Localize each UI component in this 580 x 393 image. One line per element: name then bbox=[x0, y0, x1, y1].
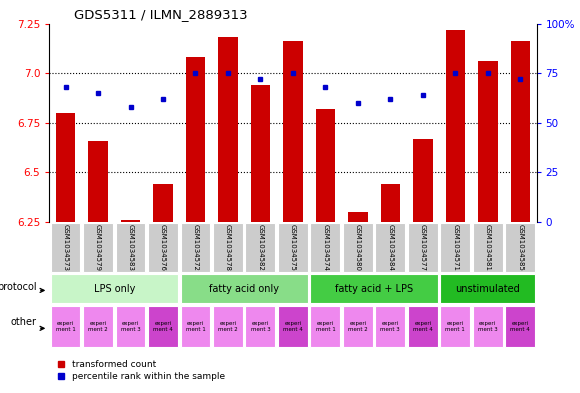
Text: GSM1034571: GSM1034571 bbox=[452, 224, 458, 270]
Text: experi
ment 4: experi ment 4 bbox=[413, 321, 433, 332]
Bar bbox=[310, 274, 438, 303]
Text: experi
ment 2: experi ment 2 bbox=[348, 321, 368, 332]
Bar bbox=[153, 184, 173, 222]
Text: GDS5311 / ILMN_2889313: GDS5311 / ILMN_2889313 bbox=[74, 8, 247, 21]
Bar bbox=[180, 223, 211, 272]
Bar bbox=[213, 223, 243, 272]
Text: GSM1034573: GSM1034573 bbox=[63, 224, 68, 270]
Text: experi
ment 2: experi ment 2 bbox=[88, 321, 108, 332]
Text: GSM1034585: GSM1034585 bbox=[517, 224, 523, 270]
Bar bbox=[408, 306, 438, 347]
Bar bbox=[213, 306, 243, 347]
Bar bbox=[148, 223, 178, 272]
Bar bbox=[408, 223, 438, 272]
Bar bbox=[115, 223, 146, 272]
Text: GSM1034580: GSM1034580 bbox=[355, 224, 361, 270]
Bar bbox=[440, 223, 470, 272]
Bar bbox=[50, 223, 81, 272]
Text: GSM1034575: GSM1034575 bbox=[290, 224, 296, 270]
Bar bbox=[115, 306, 146, 347]
Text: experi
ment 2: experi ment 2 bbox=[218, 321, 238, 332]
Text: experi
ment 1: experi ment 1 bbox=[186, 321, 205, 332]
Text: GSM1034584: GSM1034584 bbox=[387, 224, 393, 270]
Bar bbox=[50, 274, 178, 303]
Bar bbox=[245, 306, 276, 347]
Bar bbox=[473, 223, 503, 272]
Bar bbox=[186, 57, 205, 222]
Text: GSM1034574: GSM1034574 bbox=[322, 224, 328, 270]
Bar bbox=[316, 109, 335, 222]
Bar bbox=[343, 223, 373, 272]
Bar bbox=[283, 41, 303, 222]
Bar bbox=[505, 223, 535, 272]
Bar bbox=[380, 184, 400, 222]
Bar bbox=[440, 274, 535, 303]
Bar bbox=[245, 223, 276, 272]
Bar bbox=[88, 141, 108, 222]
Bar bbox=[445, 29, 465, 222]
Text: experi
ment 4: experi ment 4 bbox=[153, 321, 173, 332]
Bar bbox=[510, 41, 530, 222]
Bar bbox=[121, 220, 140, 222]
Bar bbox=[375, 306, 405, 347]
Bar bbox=[83, 306, 113, 347]
Text: experi
ment 4: experi ment 4 bbox=[510, 321, 530, 332]
Text: other: other bbox=[11, 317, 37, 327]
FancyArrowPatch shape bbox=[40, 288, 44, 292]
Text: GSM1034572: GSM1034572 bbox=[193, 224, 198, 270]
Bar bbox=[278, 306, 308, 347]
Text: GSM1034583: GSM1034583 bbox=[128, 224, 133, 270]
Text: GSM1034578: GSM1034578 bbox=[225, 224, 231, 270]
Bar bbox=[218, 37, 238, 222]
Bar bbox=[180, 274, 308, 303]
Bar bbox=[440, 306, 470, 347]
Text: experi
ment 1: experi ment 1 bbox=[56, 321, 75, 332]
Bar bbox=[50, 306, 81, 347]
Text: fatty acid only: fatty acid only bbox=[209, 284, 279, 294]
Text: experi
ment 1: experi ment 1 bbox=[445, 321, 465, 332]
Text: unstimulated: unstimulated bbox=[455, 284, 520, 294]
Bar bbox=[56, 113, 75, 222]
Text: GSM1034579: GSM1034579 bbox=[95, 224, 101, 270]
Legend: transformed count, percentile rank within the sample: transformed count, percentile rank withi… bbox=[54, 356, 229, 385]
Bar bbox=[413, 139, 433, 222]
Bar bbox=[251, 85, 270, 222]
Bar bbox=[343, 306, 373, 347]
Text: LPS only: LPS only bbox=[93, 284, 135, 294]
Text: experi
ment 4: experi ment 4 bbox=[283, 321, 303, 332]
Text: GSM1034577: GSM1034577 bbox=[420, 224, 426, 270]
Text: experi
ment 3: experi ment 3 bbox=[251, 321, 270, 332]
Bar bbox=[473, 306, 503, 347]
Bar bbox=[148, 306, 178, 347]
Text: experi
ment 3: experi ment 3 bbox=[478, 321, 498, 332]
Bar bbox=[478, 61, 498, 222]
Bar bbox=[505, 306, 535, 347]
Bar bbox=[348, 212, 368, 222]
Text: experi
ment 3: experi ment 3 bbox=[121, 321, 140, 332]
Bar bbox=[180, 306, 211, 347]
Text: GSM1034576: GSM1034576 bbox=[160, 224, 166, 270]
Text: experi
ment 1: experi ment 1 bbox=[316, 321, 335, 332]
FancyArrowPatch shape bbox=[40, 327, 44, 330]
Bar bbox=[310, 306, 340, 347]
Text: fatty acid + LPS: fatty acid + LPS bbox=[335, 284, 413, 294]
Text: GSM1034581: GSM1034581 bbox=[485, 224, 491, 270]
Bar bbox=[310, 223, 340, 272]
Bar bbox=[278, 223, 308, 272]
Text: GSM1034582: GSM1034582 bbox=[258, 224, 263, 270]
Text: protocol: protocol bbox=[0, 282, 37, 292]
Bar bbox=[375, 223, 405, 272]
Bar bbox=[83, 223, 113, 272]
Text: experi
ment 3: experi ment 3 bbox=[380, 321, 400, 332]
